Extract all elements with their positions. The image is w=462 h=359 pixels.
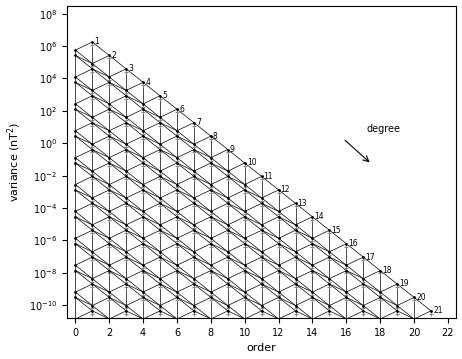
Text: 2: 2 <box>111 51 116 60</box>
Text: 3: 3 <box>128 64 133 73</box>
Text: 11: 11 <box>264 172 273 181</box>
Text: degree: degree <box>367 125 401 135</box>
Text: 9: 9 <box>230 145 235 154</box>
Text: 16: 16 <box>348 239 358 248</box>
Text: 1: 1 <box>94 37 99 47</box>
Text: 5: 5 <box>162 91 167 100</box>
Text: 4: 4 <box>145 78 150 87</box>
Text: 21: 21 <box>433 306 443 315</box>
Text: 20: 20 <box>416 293 426 302</box>
Text: 6: 6 <box>179 105 184 114</box>
Text: 15: 15 <box>331 226 341 235</box>
Text: 7: 7 <box>196 118 201 127</box>
Text: 13: 13 <box>298 199 307 208</box>
X-axis label: order: order <box>247 344 277 354</box>
Text: 19: 19 <box>399 280 409 289</box>
Text: 10: 10 <box>247 158 256 168</box>
Text: 18: 18 <box>382 266 392 275</box>
Text: 17: 17 <box>365 253 375 262</box>
Text: 8: 8 <box>213 132 218 141</box>
Text: 14: 14 <box>315 212 324 221</box>
Text: 12: 12 <box>280 185 290 194</box>
Y-axis label: variance (nT$^{2}$): variance (nT$^{2}$) <box>6 122 23 202</box>
